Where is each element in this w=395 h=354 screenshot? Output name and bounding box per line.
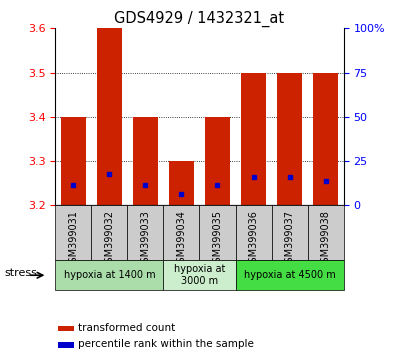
Bar bbox=[235, 260, 344, 290]
Text: GSM399038: GSM399038 bbox=[321, 210, 331, 269]
Bar bbox=[272, 205, 308, 260]
Bar bbox=[58, 342, 74, 348]
Bar bbox=[308, 205, 344, 260]
Bar bbox=[55, 260, 164, 290]
Bar bbox=[241, 73, 266, 205]
Bar bbox=[61, 117, 86, 205]
Bar bbox=[127, 205, 164, 260]
Bar bbox=[55, 205, 91, 260]
Bar bbox=[58, 326, 74, 331]
Text: hypoxia at
3000 m: hypoxia at 3000 m bbox=[174, 264, 225, 286]
Text: GSM399037: GSM399037 bbox=[284, 210, 295, 269]
Text: percentile rank within the sample: percentile rank within the sample bbox=[78, 339, 254, 349]
Bar bbox=[97, 28, 122, 205]
Title: GDS4929 / 1432321_at: GDS4929 / 1432321_at bbox=[115, 11, 284, 27]
Bar bbox=[169, 161, 194, 205]
Text: GSM399034: GSM399034 bbox=[177, 210, 186, 269]
Bar bbox=[91, 205, 127, 260]
Text: GSM399033: GSM399033 bbox=[140, 210, 150, 269]
Bar bbox=[277, 73, 302, 205]
Bar bbox=[164, 260, 235, 290]
Text: GSM399032: GSM399032 bbox=[104, 210, 115, 269]
Text: GSM399036: GSM399036 bbox=[248, 210, 259, 269]
Bar bbox=[199, 205, 235, 260]
Bar bbox=[205, 117, 230, 205]
Text: stress: stress bbox=[4, 268, 37, 279]
Bar bbox=[133, 117, 158, 205]
Text: GSM399031: GSM399031 bbox=[68, 210, 78, 269]
Bar bbox=[164, 205, 199, 260]
Text: hypoxia at 1400 m: hypoxia at 1400 m bbox=[64, 270, 155, 280]
Text: GSM399035: GSM399035 bbox=[213, 210, 222, 269]
Bar bbox=[235, 205, 272, 260]
Text: transformed count: transformed count bbox=[78, 323, 176, 333]
Text: hypoxia at 4500 m: hypoxia at 4500 m bbox=[244, 270, 335, 280]
Bar bbox=[313, 73, 338, 205]
